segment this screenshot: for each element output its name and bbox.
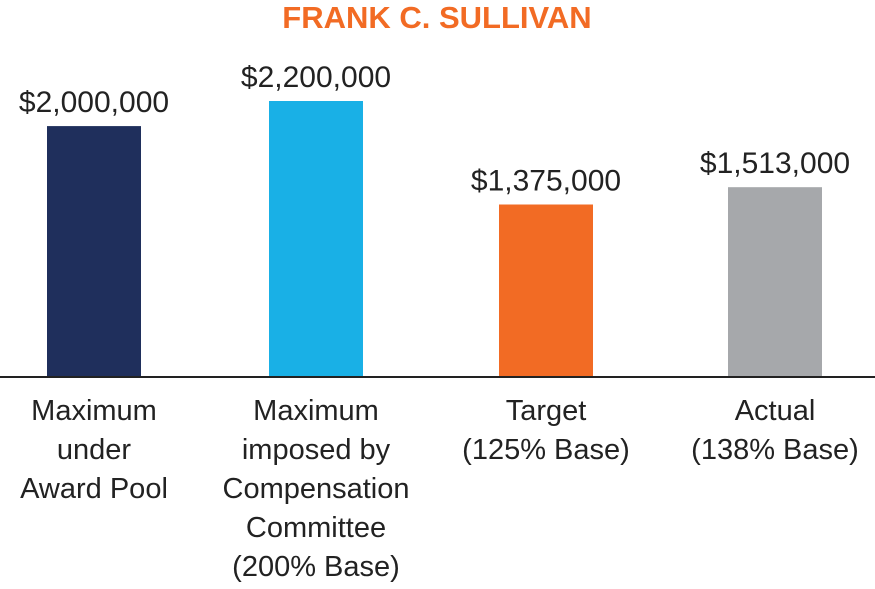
category-label-line: Award Pool: [20, 473, 168, 505]
bar-4: [728, 187, 822, 377]
category-label-line: (200% Base): [232, 551, 400, 583]
category-label-line: Maximum: [253, 395, 379, 427]
chart-title: FRANK C. SULLIVAN: [282, 0, 591, 35]
category-label-1: Maximum under Award Pool: [20, 395, 168, 505]
bar-2: [269, 101, 363, 377]
category-label-line: under: [57, 434, 132, 466]
bar-value-label-4: $1,513,000: [700, 147, 850, 180]
category-label-2: Maximum imposed by Compensation Committee (2…: [223, 395, 410, 583]
bar-value-label-2: $2,200,000: [241, 61, 391, 94]
category-label-line: Target: [506, 395, 587, 427]
category-label-line: (138% Base): [691, 434, 859, 466]
category-label-line: imposed by: [242, 434, 391, 466]
category-label-line: (125% Base): [462, 434, 630, 466]
category-label-3: Target (125% Base): [462, 395, 630, 466]
category-label-line: Maximum: [31, 395, 157, 427]
category-label-4: Actual (138% Base): [691, 395, 859, 466]
bar-value-label-1: $2,000,000: [19, 86, 169, 119]
bars-group: $2,000,000 $2,200,000 $1,375,000 $1,513,000: [19, 61, 850, 377]
bar-3: [499, 204, 593, 377]
bar-value-label-3: $1,375,000: [471, 165, 621, 198]
category-label-line: Committee: [246, 512, 386, 544]
category-label-line: Compensation: [223, 473, 410, 505]
bar-1: [47, 126, 141, 377]
category-label-line: Actual: [735, 395, 816, 427]
